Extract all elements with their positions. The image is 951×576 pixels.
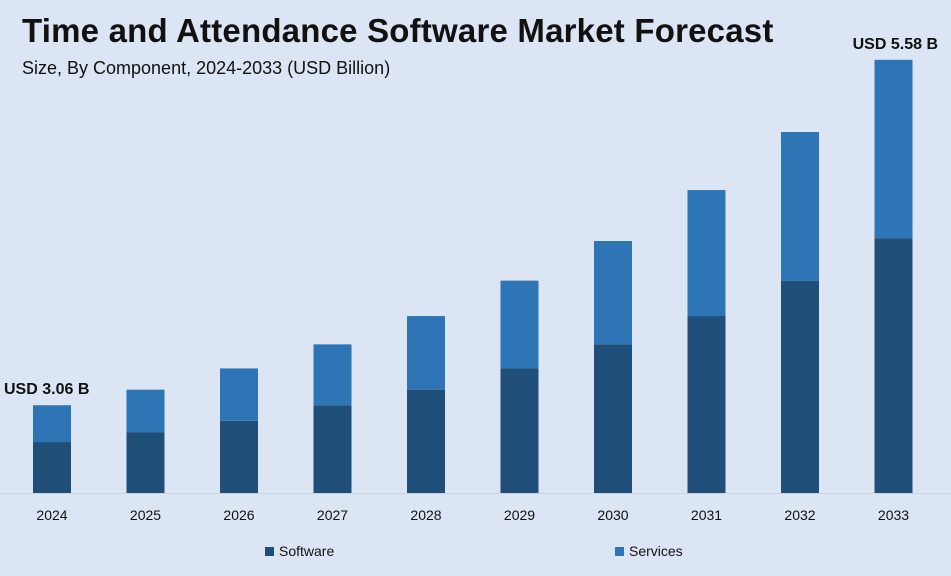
x-tick-label-2028: 2028 — [410, 507, 441, 523]
x-tick-label-2027: 2027 — [317, 507, 348, 523]
value-annotation-2033: USD 5.58 B — [853, 36, 938, 53]
bar-services-2033 — [874, 59, 913, 239]
x-tick-label-2031: 2031 — [691, 507, 722, 523]
bar-software-2024 — [33, 442, 71, 493]
legend-swatch-services — [615, 546, 624, 556]
bar-services-2032 — [781, 132, 819, 281]
bar-services-2029 — [500, 280, 539, 369]
bar-services-2025 — [126, 389, 165, 433]
bar-software-2033 — [874, 238, 913, 493]
x-tick-label-2032: 2032 — [784, 507, 815, 523]
bar-services-2027 — [313, 344, 352, 406]
x-tick-label-2025: 2025 — [130, 507, 161, 523]
bar-software-2025 — [126, 432, 165, 493]
chart-title: Time and Attendance Software Market Fore… — [22, 12, 774, 49]
value-annotation-2024: USD 3.06 B — [4, 381, 89, 398]
x-tick-label-2026: 2026 — [223, 507, 254, 523]
bar-software-2029 — [500, 368, 539, 493]
bar-software-2028 — [407, 389, 445, 493]
x-tick-label-2024: 2024 — [36, 507, 67, 523]
chart-subtitle: Size, By Component, 2024-2033 (USD Billi… — [22, 58, 391, 78]
legend-label-services: Services — [629, 543, 683, 559]
bar-software-2030 — [594, 344, 632, 493]
bar-software-2027 — [313, 405, 352, 493]
bar-services-2026 — [220, 368, 258, 421]
legend-item-software: Software — [265, 541, 334, 561]
bar-services-2030 — [594, 241, 632, 345]
bar-services-2028 — [407, 316, 445, 390]
legend-item-services: Services — [615, 541, 683, 561]
bar-services-2024 — [33, 405, 71, 443]
legend-label-software: Software — [279, 543, 335, 559]
legend-swatch-software — [265, 546, 274, 556]
x-tick-label-2030: 2030 — [597, 507, 628, 523]
bar-software-2032 — [781, 280, 819, 493]
x-tick-label-2029: 2029 — [504, 507, 535, 523]
x-tick-label-2033: 2033 — [878, 507, 909, 523]
bar-software-2026 — [220, 420, 258, 493]
bar-software-2031 — [687, 316, 726, 493]
bar-services-2031 — [687, 190, 726, 317]
